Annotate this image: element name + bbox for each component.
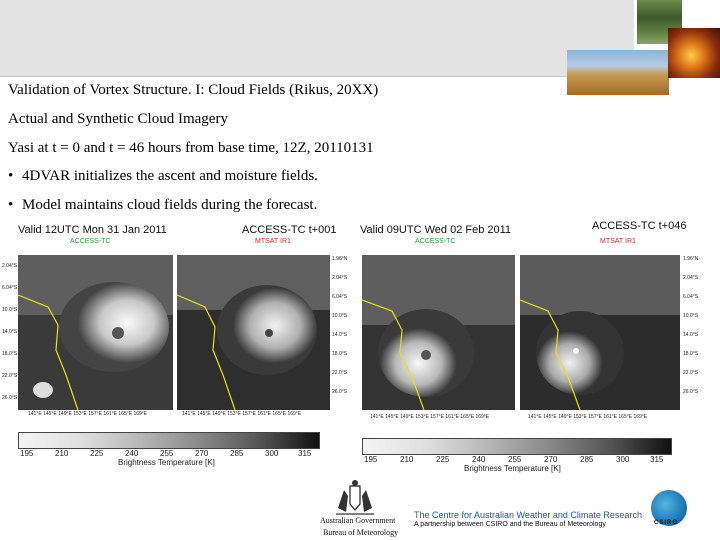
lon-axis-panel-4: 141°E 145°E 149°E 153°E 157°E 161°E 165°… — [528, 414, 648, 420]
left-model-label: ACCESS-TC t+001 — [242, 224, 337, 236]
panel-obs-t046 — [520, 255, 680, 410]
subtitle-imagery: Actual and Synthetic Cloud Imagery — [8, 111, 228, 127]
lat-label: 14.0°S — [2, 329, 18, 335]
colorbar-tick: 240 — [125, 449, 139, 458]
lat-label: 2.04°S — [683, 275, 699, 281]
colorbar-left-ticks: 195 210 225 240 255 270 285 300 315 — [18, 449, 318, 459]
lat-label: 2.04°S — [332, 275, 348, 281]
colorbar-tick: 195 — [20, 449, 34, 458]
lat-label: 18.0°S — [683, 351, 699, 357]
panel-model-t001 — [18, 255, 173, 410]
colorbar-tick: 225 — [436, 455, 450, 464]
colorbar-tick: 270 — [544, 455, 558, 464]
right-mtsat-label: MTSAT IR1 — [600, 238, 636, 245]
lon-axis-panel-3: 141°E 145°E 149°E 153°E 157°E 161°E 165°… — [370, 414, 490, 420]
colorbar-tick: 285 — [230, 449, 244, 458]
lat-label: 10.0°S — [2, 307, 18, 313]
bushfire-photo — [668, 28, 720, 78]
bullet-item-1: • 4DVAR initializes the ascent and moistu… — [8, 168, 318, 184]
panel-obs-t001 — [177, 255, 330, 410]
right-model-label: ACCESS-TC t+046 — [592, 220, 687, 232]
lon-axis-panel-2: 141°E 145°E 149°E 153°E 157°E 161°E 165°… — [182, 411, 302, 417]
lat-label: 22.0°S — [2, 373, 18, 379]
farm-field-photo — [567, 50, 669, 95]
panel-model-t046 — [362, 255, 515, 410]
bullet-item-2: • Model maintains cloud fields during the… — [8, 197, 318, 213]
colorbar-tick: 315 — [650, 455, 664, 464]
colorbar-tick: 210 — [55, 449, 69, 458]
lat-label: 6.04°S — [2, 285, 18, 291]
colorbar-tick: 300 — [616, 455, 630, 464]
lat-label: 10.0°S — [683, 313, 699, 319]
colorbar-right — [362, 438, 672, 455]
csiro-wordmark: CSIRO — [654, 520, 679, 526]
left-latitude-axis: 2.04°S 6.04°S 10.0°S 14.0°S 18.0°S 22.0°… — [2, 255, 18, 410]
lat-label: 6.04°S — [683, 294, 699, 300]
colorbar-left-title: Brightness Temperature [K] — [118, 458, 215, 467]
lat-label: 1.96°N — [683, 256, 699, 262]
lat-label: 1.96°N — [332, 256, 348, 262]
csiro-logo-icon — [651, 490, 687, 526]
lat-label: 10.0°S — [332, 313, 348, 319]
coat-of-arms-icon — [336, 480, 374, 515]
colorbar-tick: 240 — [472, 455, 486, 464]
cawcr-title: The Centre for Australian Weather and Cl… — [414, 510, 642, 520]
right-valid-time: Valid 09UTC Wed 02 Feb 2011 — [360, 224, 512, 236]
left-mtsat-label: MTSAT IR1 — [255, 238, 291, 245]
subtitle-times: Yasi at t = 0 and t = 46 hours from base… — [8, 140, 374, 156]
left-valid-time: Valid 12UTC Mon 31 Jan 2011 — [18, 224, 167, 236]
lat-label: 2.04°S — [2, 263, 18, 269]
slide-title: Validation of Vortex Structure. I: Cloud… — [8, 82, 379, 98]
colorbar-tick: 255 — [160, 449, 174, 458]
colorbar-tick: 255 — [508, 455, 522, 464]
colorbar-tick: 210 — [400, 455, 414, 464]
colorbar-right-title: Brightness Temperature [K] — [464, 464, 561, 473]
header-divider — [0, 76, 634, 77]
lon-axis-panel-1: 141°E 145°E 149°E 153°E 157°E 161°E 165°… — [28, 411, 148, 417]
left-access-tc-label: ACCESS-TC — [70, 238, 111, 245]
lat-label: 22.0°S — [332, 370, 348, 376]
bullet-text-1: 4DVAR initializes the ascent and moistur… — [22, 168, 318, 184]
lat-label: 26.0°S — [332, 389, 348, 395]
colorbar-tick: 285 — [580, 455, 594, 464]
cawcr-partnership: A partnership between CSIRO and the Bure… — [414, 521, 606, 528]
header-band — [0, 0, 634, 76]
colorbar-left — [18, 432, 320, 449]
lat-label: 26.0°S — [683, 389, 699, 395]
colorbar-tick: 195 — [364, 455, 378, 464]
lat-label: 6.04°S — [332, 294, 348, 300]
gov-name: Australian Government — [320, 516, 396, 525]
bom-name: Bureau of Meteorology — [323, 528, 399, 537]
colorbar-tick: 315 — [298, 449, 312, 458]
right-access-tc-label: ACCESS-TC — [415, 238, 456, 245]
colorbar-tick: 225 — [90, 449, 104, 458]
colorbar-tick: 270 — [195, 449, 209, 458]
bullet-text-2: Model maintains cloud fields during the … — [22, 197, 318, 213]
colorbar-tick: 300 — [265, 449, 279, 458]
right-latitude-axis: 1.96°N 2.04°S 6.04°S 10.0°S 14.0°S 18.0°… — [683, 255, 713, 410]
lat-label: 18.0°S — [332, 351, 348, 357]
lat-label: 26.0°S — [2, 395, 18, 401]
lat-label: 14.0°S — [332, 332, 348, 338]
middle-latitude-axis: 1.96°N 2.04°S 6.04°S 10.0°S 14.0°S 18.0°… — [332, 255, 360, 410]
lat-label: 14.0°S — [683, 332, 699, 338]
colorbar-right-ticks: 195 210 225 240 255 270 285 300 315 — [362, 455, 670, 465]
lat-label: 18.0°S — [2, 351, 18, 357]
lat-label: 22.0°S — [683, 370, 699, 376]
